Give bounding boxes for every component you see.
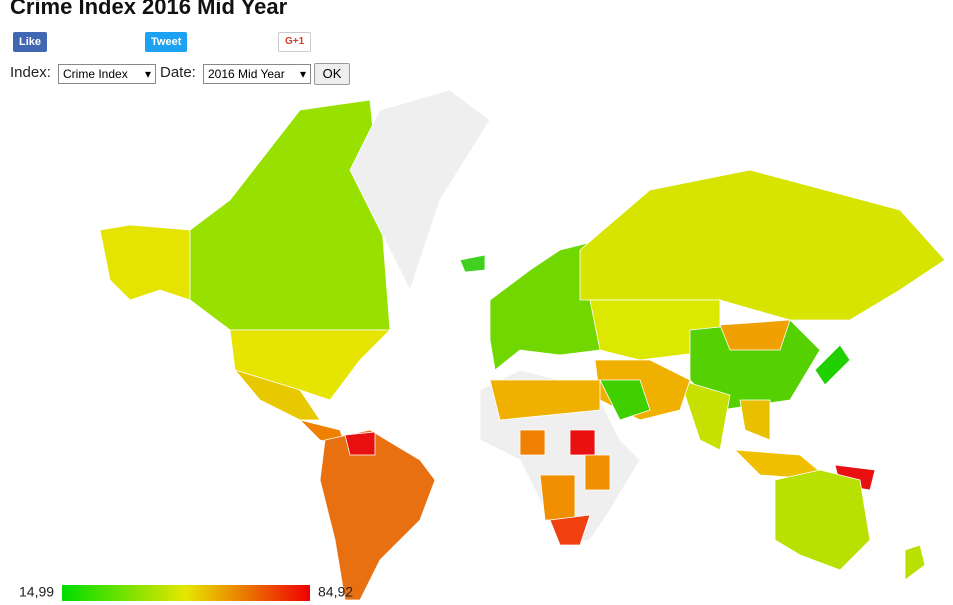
region: [584, 454, 611, 491]
region: [774, 469, 871, 571]
region: [349, 89, 491, 292]
region: [679, 379, 731, 451]
legend-min: 14,99: [19, 584, 54, 600]
gplus-button[interactable]: G+1: [278, 32, 312, 52]
region: [599, 379, 651, 421]
legend-gradient: [62, 585, 310, 601]
region: [739, 399, 771, 441]
index-value: Crime Index: [63, 67, 128, 81]
region: [589, 299, 721, 361]
page-title: Crime Index 2016 Mid Year: [10, 0, 288, 19]
region: [904, 544, 926, 581]
ok-button[interactable]: OK: [314, 63, 350, 85]
region: [569, 429, 596, 456]
region: [579, 169, 946, 321]
region: [233, 369, 321, 421]
region: [539, 474, 576, 521]
region: [344, 431, 376, 456]
region: [519, 429, 546, 456]
countries: [99, 89, 946, 601]
region: [189, 99, 391, 331]
index-label: Index:: [10, 64, 51, 81]
region: [814, 344, 851, 386]
region: [549, 514, 591, 546]
legend-max: 84,92: [318, 584, 353, 600]
tweet-button[interactable]: Tweet: [145, 32, 188, 52]
date-select[interactable]: 2016 Mid Year ▾: [203, 64, 311, 84]
date-value: 2016 Mid Year: [208, 67, 285, 81]
region: [99, 224, 191, 301]
region: [489, 379, 601, 421]
region: [459, 254, 486, 273]
like-button[interactable]: Like: [13, 32, 48, 52]
index-select[interactable]: Crime Index ▾: [58, 64, 156, 84]
region: [719, 319, 791, 351]
region: [319, 429, 436, 601]
date-label: Date:: [160, 64, 196, 81]
